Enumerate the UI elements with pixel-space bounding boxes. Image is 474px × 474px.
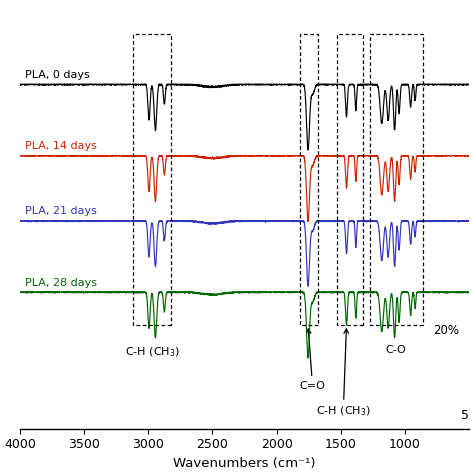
Text: C-H (CH$_3$): C-H (CH$_3$) — [316, 329, 371, 419]
Text: PLA, 28 days: PLA, 28 days — [25, 278, 97, 288]
Text: 5: 5 — [461, 409, 469, 422]
Text: PLA, 14 days: PLA, 14 days — [25, 141, 97, 151]
Bar — [370, 34, 423, 325]
Text: C=O: C=O — [300, 329, 326, 391]
Text: PLA, 0 days: PLA, 0 days — [25, 70, 90, 80]
Bar — [300, 34, 318, 325]
Text: C-O: C-O — [385, 346, 406, 356]
Text: PLA, 21 days: PLA, 21 days — [25, 206, 97, 216]
X-axis label: Wavenumbers (cm⁻¹): Wavenumbers (cm⁻¹) — [173, 457, 316, 470]
Text: C-H (CH$_3$): C-H (CH$_3$) — [125, 346, 180, 359]
Text: 20%: 20% — [433, 324, 459, 337]
Bar — [133, 34, 172, 325]
Bar — [337, 34, 363, 325]
